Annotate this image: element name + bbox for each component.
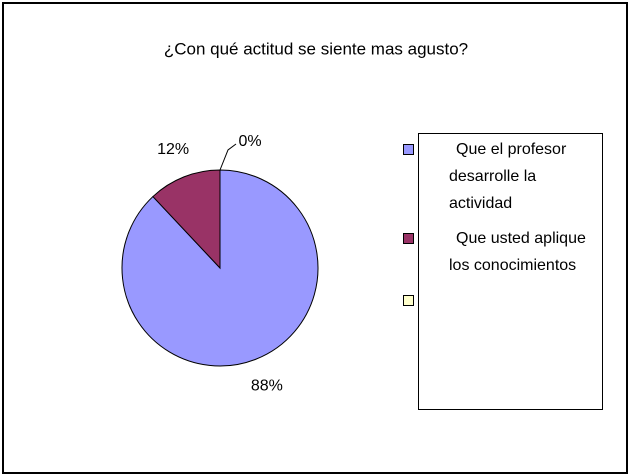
data-label: 0% <box>238 133 261 150</box>
legend-entry: Que usted aplique los conocimientos <box>403 225 602 279</box>
legend-swatch <box>403 295 414 306</box>
leader-line <box>219 143 237 171</box>
legend-swatch <box>403 144 414 155</box>
legend-entry: Que el profesor desarrolle la actividad <box>403 136 602 217</box>
legend-label: Que usted aplique los conocimientos <box>449 230 586 274</box>
chart-title: ¿Con qué actitud se siente mas agusto? <box>164 39 468 58</box>
pie-slice <box>152 169 221 270</box>
legend-entry <box>403 287 602 314</box>
data-label: 12% <box>157 141 189 158</box>
legend-label: Que el profesor desarrolle la actividad <box>449 141 567 212</box>
pie-slice <box>121 169 319 367</box>
data-label: 88% <box>251 378 283 395</box>
legend: Que el profesor desarrolle la actividad Q… <box>403 133 603 410</box>
legend-swatch <box>403 233 414 244</box>
